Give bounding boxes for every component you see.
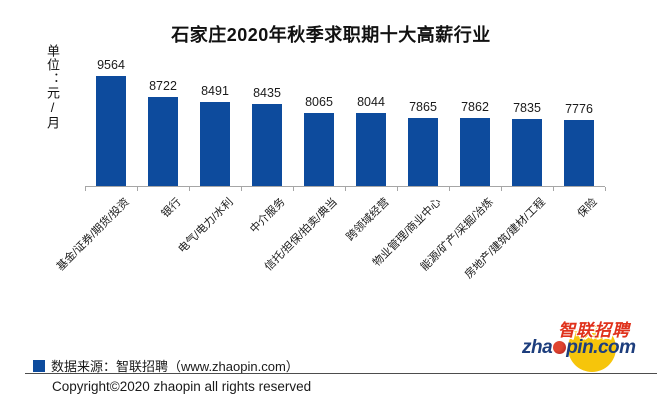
x-axis-tick [241,187,242,191]
value-label-10: 7776 [565,102,593,116]
logo-en-part2: pin.com [566,337,636,358]
x-axis-tick [449,187,450,191]
bar-10 [564,120,594,186]
value-label-9: 7835 [513,101,541,115]
logo-cn-text: 智联招聘 [558,321,630,340]
x-axis-tick [605,187,606,191]
logo-en-part1: zha [522,337,553,358]
logo-circle [568,324,616,372]
bar-4 [252,104,282,186]
logo-en-text: zha pin.com [522,337,636,359]
y-axis-unit-label: 单位：元/月 [45,44,60,130]
x-axis-tick [293,187,294,191]
separator-line [25,373,657,374]
x-axis-tick [189,187,190,191]
legend-marker-swatch [33,359,45,372]
category-label-1: 基金/证券/期货/投资 [54,196,132,274]
bar-9 [512,119,542,186]
copyright-text: Copyright©2020 zhaopin all rights reserv… [52,379,312,394]
bar-2 [148,97,178,186]
bar-3 [200,102,230,186]
category-label-2: 银行 [159,196,184,221]
logo-red-dot-icon [553,341,567,354]
value-label-1: 9564 [97,58,125,72]
value-label-8: 7862 [461,100,489,114]
x-axis-tick [137,187,138,191]
legend: 数据来源：智联招聘（www.zhaopin.com） [33,356,299,375]
chart-title: 石家庄2020年秋季求职期十大高薪行业 [171,25,491,45]
value-label-3: 8491 [201,84,229,98]
category-label-6: 跨领域经营 [344,196,392,244]
bar-7 [408,118,438,186]
value-label-6: 8044 [357,95,385,109]
bar-8 [460,118,490,186]
bar-5 [304,113,334,186]
bar-6 [356,113,386,186]
x-axis-tick [501,187,502,191]
x-axis-tick [345,187,346,191]
x-axis-tick [397,187,398,191]
x-axis-line [85,186,605,187]
bar-1 [96,76,126,186]
category-label-4: 中介服务 [248,196,288,236]
legend-label: 数据来源：智联招聘（www.zhaopin.com） [51,359,299,374]
x-axis-tick [85,187,86,191]
category-label-10: 保险 [575,196,600,221]
value-label-2: 8722 [149,79,177,93]
category-label-3: 电气/电力/水利 [176,196,236,256]
value-label-5: 8065 [305,95,333,109]
zhaopin-logo: zha pin.com 智联招聘 [522,316,656,372]
value-label-7: 7865 [409,100,437,114]
value-label-4: 8435 [253,86,281,100]
x-axis-tick [553,187,554,191]
